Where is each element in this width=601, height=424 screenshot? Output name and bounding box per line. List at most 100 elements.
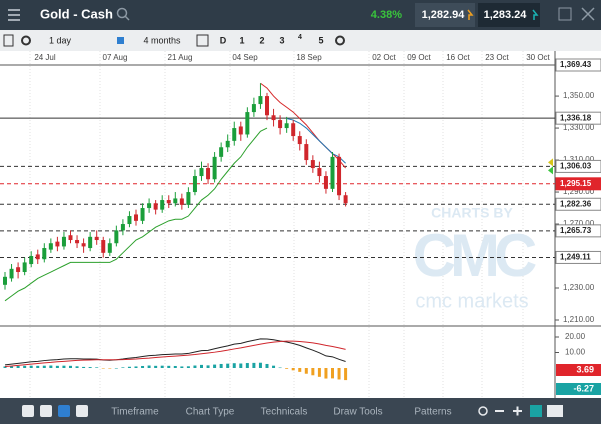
pencil-icon[interactable] [58, 405, 70, 417]
period-button[interactable]: 4 [298, 34, 302, 41]
period-button[interactable]: 1 [239, 35, 244, 45]
toolbar-tab[interactable]: Draw Tools [333, 407, 382, 418]
candle-body [127, 216, 132, 225]
toolbar-tab[interactable]: Chart Type [186, 407, 235, 418]
candle-body [160, 200, 165, 210]
delete-icon[interactable] [76, 405, 88, 417]
interval[interactable]: 1 day [49, 35, 72, 45]
menu-icon[interactable] [8, 9, 20, 21]
chart-settings-icon[interactable] [335, 35, 345, 46]
price-tick-label: 1,230.00 [563, 283, 595, 292]
period-button[interactable]: 3 [279, 35, 284, 45]
zoom-in-bar [516, 406, 519, 416]
panel-icon[interactable] [3, 34, 14, 47]
range[interactable]: 4 months [143, 35, 181, 45]
candle-body [271, 115, 276, 121]
price-level-box [555, 250, 601, 264]
period-button[interactable]: 2 [259, 35, 264, 45]
candle-body [81, 243, 86, 247]
macd-histogram-bar [331, 368, 334, 379]
candle-body [107, 243, 112, 253]
bid-box[interactable] [415, 3, 475, 27]
candle-body [61, 236, 66, 247]
candle-body [75, 240, 80, 244]
scale-icon[interactable] [547, 405, 563, 417]
zoom-out[interactable] [495, 410, 504, 412]
ask-arrow [532, 9, 539, 20]
macd-histogram-bar [141, 365, 145, 368]
candle-body [238, 126, 243, 135]
macd-histogram-bar [121, 367, 125, 368]
macd-histogram-bar [200, 364, 203, 368]
macd-histogram-bar [167, 365, 171, 368]
candle-body [35, 254, 40, 260]
search-icon[interactable] [116, 7, 130, 21]
candle-body [3, 276, 7, 285]
macd-histogram-bar [154, 365, 158, 368]
period-button[interactable]: D [220, 35, 227, 45]
date-label: 04 Sep [232, 53, 258, 62]
candle-body [192, 176, 197, 193]
date-label: 07 Aug [103, 53, 128, 62]
ask-box[interactable] [478, 3, 540, 27]
macd-histogram-bar [317, 368, 321, 377]
candle-body [245, 112, 250, 135]
bid-arrow [467, 9, 474, 20]
candle-body [297, 136, 302, 145]
toolbar-tab[interactable]: Patterns [414, 407, 451, 418]
price-level-label: 1,249.11 [560, 253, 591, 262]
candle-body [48, 243, 53, 250]
candle-body [55, 241, 60, 247]
candle-body [173, 198, 178, 204]
watermark-top: CHARTS BY [431, 205, 513, 221]
macd-histogram-bar [88, 367, 92, 368]
date-label: 09 Oct [407, 53, 431, 62]
price-level-box [555, 58, 601, 72]
macd-histogram-bar [23, 365, 27, 368]
macd-histogram-bar [278, 367, 282, 369]
price-level-label: 1,295.15 [560, 179, 592, 188]
macd-histogram-bar [226, 363, 230, 368]
macd-histogram-bar [55, 365, 59, 368]
toolbar-tab[interactable]: Technicals [261, 407, 308, 418]
crosshair-icon[interactable] [40, 405, 52, 417]
fit-icon[interactable] [530, 405, 542, 417]
settings-icon[interactable] [21, 35, 31, 46]
candle-body [140, 208, 145, 221]
macd-histogram-bar [114, 368, 118, 369]
candle-body [101, 240, 106, 253]
macd-histogram-bar [180, 366, 184, 368]
candle-body [337, 156, 342, 196]
candle-body [120, 224, 125, 231]
popout-icon[interactable] [558, 7, 572, 21]
macd-histogram-bar [95, 367, 99, 368]
refresh-icon[interactable] [22, 405, 34, 417]
macd-histogram-bar [147, 365, 151, 368]
candle-body [323, 176, 328, 189]
close-icon[interactable] [581, 7, 595, 21]
price-level-label: 1,282.36 [560, 199, 592, 208]
date-label: 21 Aug [168, 53, 193, 62]
macd-histogram-bar [311, 368, 315, 376]
macd-histogram-bar [245, 363, 249, 368]
toolbar-tab[interactable]: Timeframe [111, 407, 159, 418]
macd-value-box [556, 383, 601, 395]
lock-icon[interactable] [117, 37, 124, 44]
macd-histogram-bar [219, 363, 223, 368]
calendar-icon[interactable] [196, 34, 209, 47]
macd-histogram-bar [252, 362, 256, 368]
macd-histogram-bar [36, 365, 40, 368]
macd-histogram-bar [62, 365, 66, 368]
candle-body [225, 140, 230, 148]
zoom-icon[interactable] [478, 406, 488, 416]
candle-body [199, 168, 204, 177]
candle-body [16, 267, 21, 273]
macd-histogram-bar [49, 365, 53, 368]
period-button[interactable]: 5 [318, 35, 323, 45]
macd-histogram-bar [206, 365, 210, 368]
date-label: 18 Sep [296, 53, 322, 62]
ask-price: 1,283.24 [484, 9, 528, 21]
macd-histogram-bar [134, 366, 138, 368]
watermark-bottom: cmc markets [415, 290, 528, 312]
price-level-box [555, 197, 601, 211]
